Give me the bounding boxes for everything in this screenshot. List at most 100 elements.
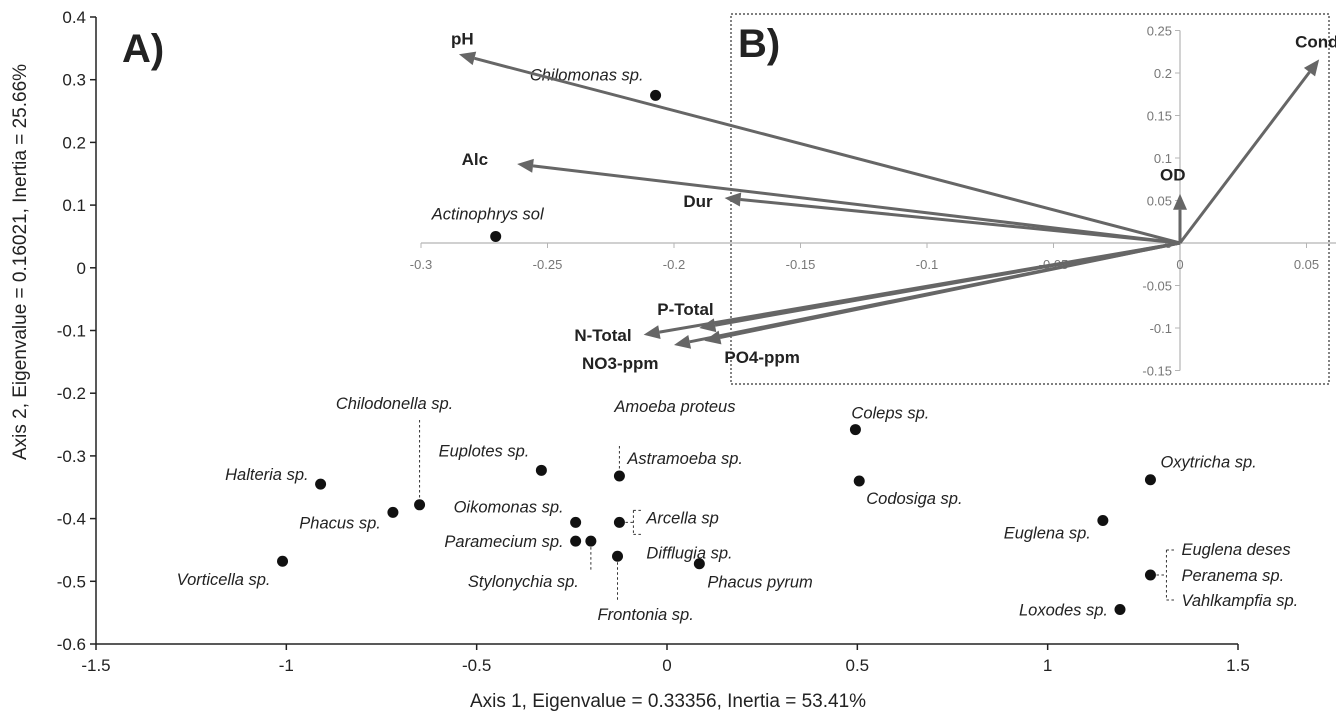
- vector-arrowhead-dur: [724, 192, 742, 207]
- vector-line-po4-ppm: [719, 241, 1181, 339]
- species-label-oxytricha-sp: Oxytricha sp.: [1160, 454, 1256, 472]
- y-tick-label: 0: [77, 259, 86, 278]
- vector-line-alc: [532, 164, 1181, 245]
- y-tick-label: -0.6: [57, 635, 86, 654]
- vector-line-dur: [740, 198, 1181, 245]
- panel-a-species-labels: Chilomonas sp. Actinophrys sol Chilodonell…: [177, 66, 1299, 624]
- panel-b-x-tick-label: -0.25: [533, 257, 563, 272]
- vector-arrowhead-n-total: [643, 325, 661, 340]
- point-halteria-sp: [315, 478, 327, 490]
- vector-arrowhead-po4-ppm: [704, 330, 722, 345]
- point-codosiga-sp: [853, 475, 865, 487]
- species-label-difflugia-sp: Difflugia sp.: [646, 544, 732, 562]
- panel-a-leader-lines: [419, 420, 1177, 601]
- species-label-phacus-sp: Phacus sp.: [299, 514, 381, 532]
- vector-arrowhead-no3-ppm: [674, 334, 692, 349]
- species-label-chilodonella-sp: Chilodonella sp.: [336, 395, 453, 413]
- y-tick-label: 0.3: [62, 71, 86, 90]
- species-label-coleps-sp: Coleps sp.: [851, 405, 929, 423]
- vector-label-od: OD: [1160, 166, 1186, 185]
- y-tick-label: 0.1: [62, 196, 86, 215]
- point-coleps-sp: [849, 424, 861, 436]
- vector-label-po4-ppm: PO4-ppm: [724, 348, 800, 367]
- vector-arrowhead-alc: [517, 158, 534, 173]
- point-actinophrys-sol: [490, 230, 502, 242]
- panel-a-x-ticks: -1.5 -1 -0.5 0 0.5 1 1.5: [81, 644, 1250, 675]
- species-label-frontonia-sp: Frontonia sp.: [598, 606, 694, 624]
- species-label-arcella-sp: Arcella sp: [645, 509, 718, 527]
- species-label-amoeba-proteus: Amoeba proteus: [613, 398, 735, 416]
- point-oxytricha-sp: [1144, 474, 1156, 486]
- y-tick-label: -0.5: [57, 572, 86, 591]
- x-tick-label: 0.5: [846, 656, 870, 675]
- y-tick-label: -0.4: [57, 510, 86, 529]
- species-label-phacus-pyrum: Phacus pyrum: [707, 574, 812, 592]
- vector-arrowhead-od: [1173, 193, 1187, 210]
- point-frontonia-sp: [612, 550, 624, 562]
- x-tick-label: -1: [279, 656, 294, 675]
- point-arcella-sp: [613, 516, 625, 528]
- panel-a-points: [277, 89, 1156, 616]
- panel-a-plot: -0.6 -0.5 -0.4 -0.3 -0.2 -0.1 0 0.1 0.2 0.3 0.4 -1…: [10, 8, 1298, 712]
- species-label-euglena-sp: Euglena sp.: [1004, 524, 1091, 542]
- species-label-stylonychia-sp: Stylonychia sp.: [468, 573, 579, 591]
- x-tick-label: -1.5: [81, 656, 110, 675]
- species-label-oikomonas-sp: Oikomonas sp.: [454, 498, 564, 516]
- panel-b-x-tick-label: -0.1: [916, 257, 938, 272]
- vector-line-ph: [474, 56, 1181, 245]
- species-label-euglena-deses: Euglena deses: [1181, 541, 1290, 559]
- panel-b-x-tick-label: 0.05: [1294, 257, 1319, 272]
- x-tick-label: -0.5: [462, 656, 491, 675]
- vector-label-no3-ppm: NO3-ppm: [582, 354, 659, 373]
- vector-label-dur: Dur: [683, 192, 713, 211]
- panel-b-x-tick-label: -0.3: [410, 257, 432, 272]
- panel-a-y-ticks: -0.6 -0.5 -0.4 -0.3 -0.2 -0.1 0 0.1 0.2 0.3 0.4: [57, 8, 96, 654]
- panel-a-y-axis-title: Axis 2, Eigenvalue = 0.16021, Inertia = …: [10, 64, 31, 460]
- species-label-vahlkampfia-sp: Vahlkampfia sp.: [1181, 592, 1298, 610]
- species-label-vorticella-sp: Vorticella sp.: [177, 571, 271, 589]
- panel-b-x-tick-label: -0.2: [663, 257, 685, 272]
- vector-label-alc: Alc: [462, 150, 488, 169]
- point-vorticella-sp: [277, 555, 289, 567]
- y-tick-label: -0.3: [57, 447, 86, 466]
- vector-arrowhead-ph: [458, 51, 477, 66]
- point-loxodes-sp: [1114, 604, 1126, 616]
- x-tick-label: 1.5: [1226, 656, 1250, 675]
- panel-b-border: [730, 13, 1330, 385]
- vector-label-p-total: P-Total: [657, 300, 713, 319]
- panel-a-x-axis-title: Axis 1, Eigenvalue = 0.33356, Inertia = …: [470, 691, 866, 712]
- panel-b-x-tick-label: 0: [1176, 257, 1183, 272]
- vector-arrowhead-cond: [1303, 59, 1320, 77]
- panel-b-y-tick-label: 0.2: [1154, 66, 1172, 81]
- panel-b-inset: B) -0.3 -0.25 -0.2 -0.15 -0.1 -0.05 0 0.05 0.1 0.…: [410, 13, 1336, 385]
- point-euglena-deses: [1144, 569, 1156, 581]
- x-tick-label: 0: [662, 656, 671, 675]
- point-phacus-sp: [387, 506, 399, 518]
- panel-b-y-tick-label: 0.15: [1147, 109, 1172, 124]
- species-label-euplotes-sp: Euplotes sp.: [439, 442, 530, 460]
- point-stylonychia-sp: [585, 535, 597, 547]
- x-tick-label: 1: [1043, 656, 1052, 675]
- vector-label-n-total: N-Total: [574, 326, 631, 345]
- species-label-peranema-sp: Peranema sp.: [1181, 567, 1284, 585]
- point-chilomonas-sp: [650, 89, 662, 101]
- vector-label-ph: pH: [451, 29, 474, 48]
- panel-b-vectors: pH Cond Alc Dur OD P-Total N-Total NO3-ppm PO4-p…: [451, 29, 1336, 373]
- point-oikomonas-sp: [570, 516, 582, 528]
- point-phacus-pyrum: [693, 558, 705, 570]
- vector-label-cond: Cond: [1295, 32, 1336, 51]
- species-label-loxodes-sp: Loxodes sp.: [1019, 602, 1108, 620]
- species-label-paramecium-sp: Paramecium sp.: [444, 533, 563, 551]
- y-tick-label: -0.1: [57, 322, 86, 341]
- species-label-halteria-sp: Halteria sp.: [225, 466, 308, 484]
- y-tick-label: 0.4: [62, 8, 86, 27]
- panel-b-y-tick-label: -0.15: [1142, 364, 1172, 379]
- species-label-actinophrys-sol: Actinophrys sol: [431, 205, 545, 223]
- point-amoeba-proteus: [613, 470, 625, 482]
- point-euplotes-sp: [535, 464, 547, 476]
- vector-line-n-total: [659, 241, 1181, 334]
- panel-b-label: B): [738, 22, 780, 66]
- panel-b-y-tick-label: -0.05: [1142, 279, 1172, 294]
- y-tick-label: 0.2: [62, 133, 86, 152]
